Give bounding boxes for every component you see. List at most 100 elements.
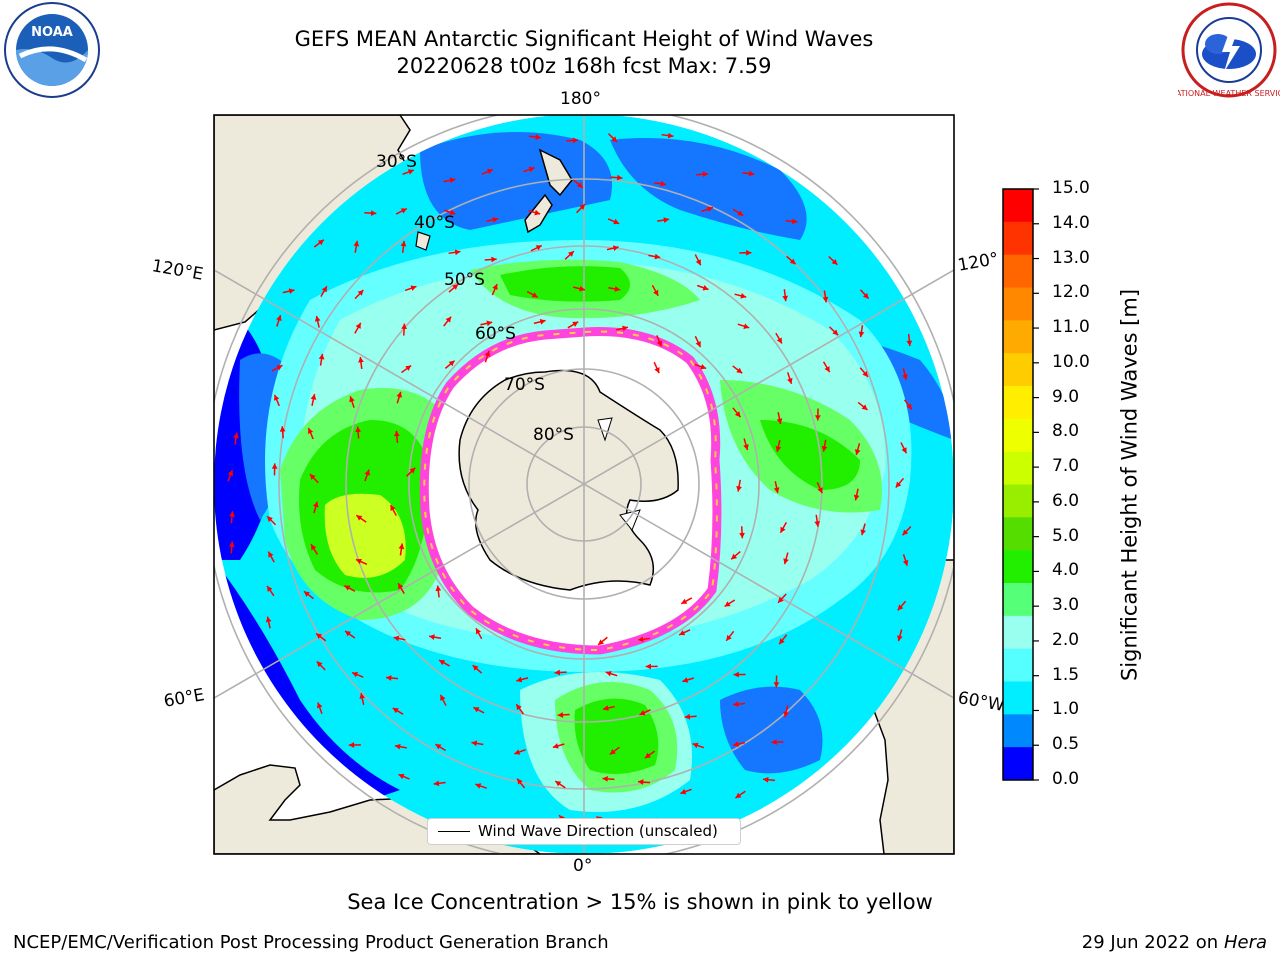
wave-direction-arrowhead: [735, 792, 742, 799]
wave-direction-arrowhead: [357, 289, 364, 296]
wave-direction-arrowhead: [614, 286, 621, 292]
colorbar-tick-label: 11.0: [1052, 317, 1090, 338]
wave-direction-arrowhead: [233, 432, 239, 439]
wave-direction-arrowhead: [681, 598, 688, 604]
wave-direction-arrowhead: [356, 515, 363, 521]
wave-direction-arrowhead: [555, 781, 562, 787]
wave-direction-arrowhead: [780, 526, 786, 533]
wave-direction-arrowhead: [310, 394, 317, 400]
colorbar-tick-label: 0.0: [1052, 769, 1080, 789]
wave-direction-arrowhead: [400, 208, 407, 214]
wave-direction-arrowhead: [724, 601, 731, 607]
wave-direction-arrowhead: [317, 239, 324, 246]
colorbar-tick-label: 1.5: [1052, 664, 1080, 685]
wave-direction-arrowhead: [731, 553, 738, 560]
wave-direction-arrowhead: [398, 543, 405, 550]
colorbar-segment: [1003, 517, 1033, 551]
wave-direction-arrowhead: [700, 363, 707, 370]
wave-direction-arrowhead: [311, 544, 317, 551]
wave-direction-arrowhead: [314, 315, 321, 322]
wave-direction-arrowhead: [748, 170, 755, 177]
colorbar-tick-label: 3.0: [1052, 595, 1080, 616]
graticule: [214, 115, 954, 854]
wave-direction-arrowhead: [276, 315, 282, 322]
wave-direction-arrowhead: [514, 749, 521, 755]
wave-direction-arrowhead: [692, 742, 699, 749]
wave-direction-arrowhead: [733, 741, 739, 747]
wave-direction-arrowhead: [861, 404, 868, 410]
wave-direction-arrowhead: [787, 377, 793, 384]
wave-direction-arrowhead: [736, 367, 743, 374]
wave-direction-arrowhead: [539, 318, 546, 325]
colorbar-segment: [1003, 583, 1033, 617]
wave-direction-arrowhead: [680, 788, 687, 795]
colorbar-segment: [1003, 386, 1033, 420]
wave-direction-arrowhead: [475, 628, 482, 635]
footer-date: 29 Jun 2022 on Hera: [1082, 932, 1267, 953]
wave-direction-arrowhead: [645, 663, 651, 670]
wave-direction-arrowhead: [654, 367, 660, 374]
footer-host: Hera: [1223, 932, 1267, 953]
wave-direction-arrowhead: [831, 259, 838, 265]
wave-direction-arrowhead: [452, 284, 459, 290]
wave-direction-arrowhead: [279, 426, 286, 432]
wave-direction-arrowhead: [475, 783, 482, 789]
wind-wave-arrows: [227, 132, 913, 831]
lat-label-80s: 80°S: [533, 425, 574, 445]
wave-direction-arrowhead: [227, 470, 234, 477]
wave-direction-arrowhead: [773, 682, 780, 688]
wave-direction-arrowhead: [276, 365, 283, 371]
wave-direction-arrowhead: [902, 559, 909, 566]
wave-direction-arrowhead: [307, 427, 314, 434]
wave-direction-arrowhead: [617, 174, 623, 181]
wave-direction-arrowhead: [316, 633, 323, 639]
wave-direction-arrowhead: [613, 218, 620, 225]
colorbar-tick-label: 5.0: [1052, 525, 1080, 546]
colorbar-tick-label: 7.0: [1052, 456, 1080, 477]
wave-direction-arrowhead: [902, 374, 908, 380]
wave-direction-arrowhead: [746, 249, 752, 256]
wave-direction-arrowhead: [789, 258, 796, 265]
wave-direction-arrowhead: [695, 341, 701, 348]
wave-direction-arrowhead: [773, 487, 780, 494]
colorbar-tick-label: 2.0: [1052, 629, 1080, 650]
colorbar-tick-label: 8.0: [1052, 421, 1080, 442]
wave-direction-arrowhead: [906, 340, 913, 347]
wave-direction-arrowhead: [486, 320, 493, 327]
wave-direction-arrowhead: [602, 776, 608, 782]
map-frame: [213, 114, 955, 855]
colorbar-tick-label: 12.0: [1052, 282, 1090, 303]
wave-direction-arrowhead: [554, 669, 561, 676]
chart-title: GEFS MEAN Antarctic Significant Height o…: [294, 27, 874, 51]
colorbar-segment: [1003, 221, 1033, 256]
wave-direction-arrowhead: [776, 337, 782, 344]
footer-date-text: 29 Jun 2022 on: [1081, 932, 1219, 953]
wave-direction-arrowhead: [448, 360, 455, 367]
wave-direction-arrowhead: [268, 551, 274, 558]
colorbar-tick-label: 9.0: [1052, 386, 1080, 407]
wave-direction-arrowhead: [739, 532, 745, 539]
wave-direction-arrowhead: [228, 541, 235, 547]
wave-direction-arrowhead: [679, 630, 686, 636]
colorbar-tick-label: 4.0: [1052, 560, 1080, 581]
wave-direction-arrowhead: [449, 209, 456, 216]
colorbar-tick-label: 1.0: [1052, 699, 1080, 720]
wave-direction-arrowhead: [733, 671, 739, 678]
wave-direction-arrowhead: [321, 286, 327, 293]
wave-direction-arrowhead: [535, 245, 542, 251]
wave-direction-arrowhead: [396, 391, 402, 398]
wave-direction-arrowhead: [318, 353, 325, 360]
wave-direction-arrowhead: [611, 136, 618, 143]
wave-direction-arrowhead: [609, 748, 616, 755]
wave-direction-arrowhead: [743, 444, 749, 451]
colorbar-segment: [1003, 648, 1033, 682]
wave-direction-arrowhead: [644, 752, 651, 759]
wave-direction-arrowhead: [531, 292, 538, 298]
wave-direction-arrowhead: [702, 171, 709, 178]
wave-direction-arrowhead: [316, 661, 323, 668]
wave-direction-arrowhead: [358, 357, 364, 363]
wave-direction-arrowhead: [814, 521, 821, 527]
wave-direction-arrowhead: [265, 616, 272, 623]
wave-direction-arrowhead: [398, 773, 405, 780]
